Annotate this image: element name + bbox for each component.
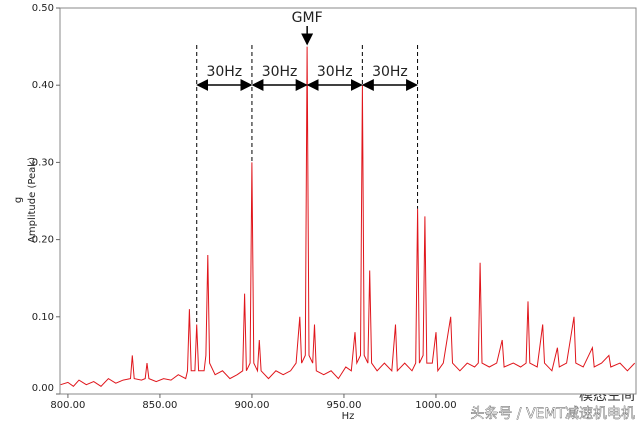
y-tick-label: 0.10 (32, 312, 54, 323)
y-tick-label: 0.50 (32, 3, 54, 14)
y-tick-label: 0.20 (32, 235, 54, 246)
spectrum-line (60, 46, 636, 387)
span-label: 30Hz (206, 64, 242, 80)
y-axis-label: Amplitude (Peak) (27, 157, 38, 243)
span-label: 30Hz (317, 64, 353, 80)
y-axis-unit: g (13, 197, 24, 203)
span-label: 30Hz (372, 64, 408, 80)
span-label: 30Hz (262, 64, 298, 80)
watermark: 头条号 / VEMT减速机电机 (470, 405, 635, 422)
x-tick-label: 950.00 (326, 400, 361, 411)
x-axis-label: Hz (342, 411, 355, 422)
y-tick-label: 0.40 (32, 80, 54, 91)
y-tick-label: 0.30 (32, 157, 54, 168)
marker-label: GMF (292, 10, 323, 26)
x-tick-label: 1000.00 (415, 400, 456, 411)
x-tick-label: 850.00 (142, 400, 177, 411)
x-tick-label: 800.00 (50, 400, 85, 411)
y-tick-label: 0.00 (32, 383, 54, 394)
plot-area (59, 7, 637, 395)
x-tick-label: 900.00 (234, 400, 269, 411)
